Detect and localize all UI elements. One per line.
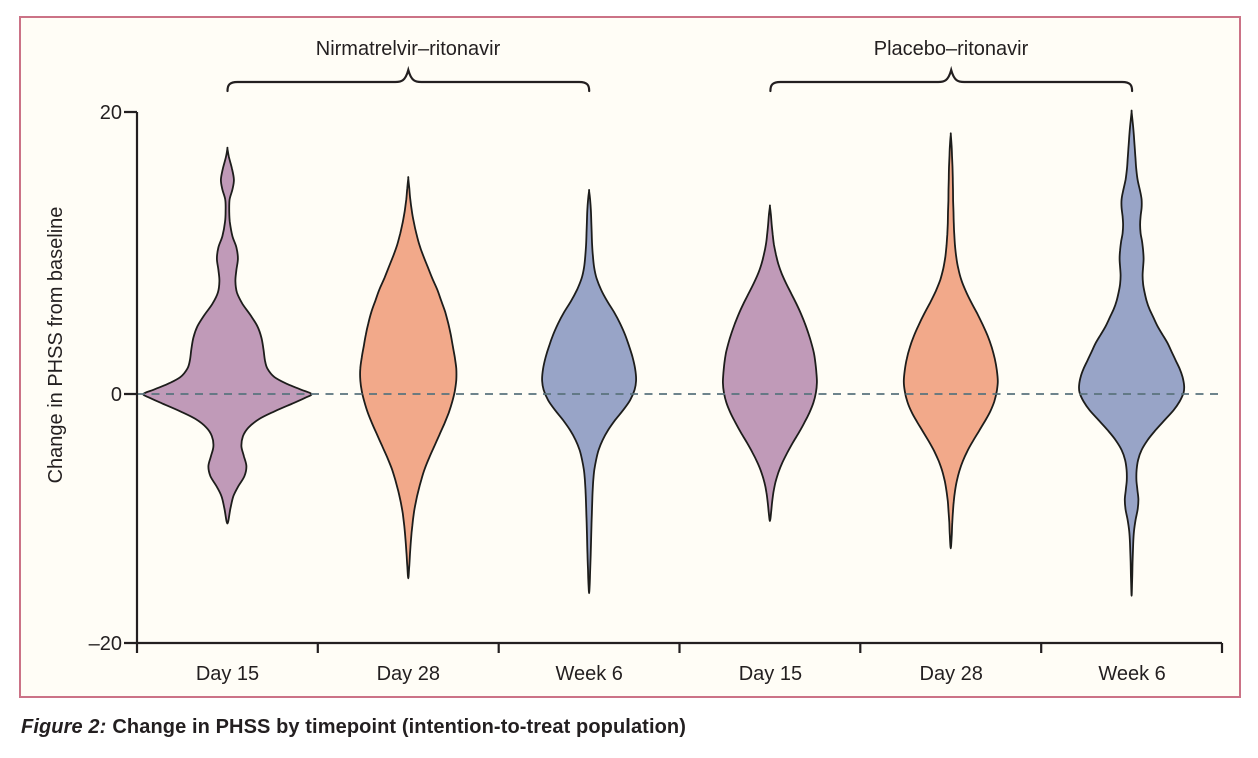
group-brace-placebo (769, 65, 1134, 93)
x-axis-ticks (135, 643, 1224, 653)
figure-caption-prefix: Figure 2: (21, 716, 107, 738)
figure-panel: Nirmatrelvir–ritonavir Placebo–ritonavir… (19, 16, 1241, 698)
group-label-placebo-ritonavir: Placebo–ritonavir (874, 38, 1029, 60)
x-label-nr-week6: Week 6 (555, 663, 622, 685)
group-label-nirmatrelvir-ritonavir: Nirmatrelvir–ritonavir (316, 38, 501, 60)
violin-nirmatrelvir-ritonavir-week6 (541, 188, 638, 595)
group-brace-nirmatrelvir (226, 65, 591, 93)
violin-nirmatrelvir-ritonavir-day15 (142, 146, 313, 525)
x-label-nr-day28: Day 28 (377, 663, 440, 685)
figure-caption: Figure 2: Change in PHSS by timepoint (in… (21, 716, 686, 739)
violin-chart: Nirmatrelvir–ritonavir Placebo–ritonavir… (45, 38, 1224, 685)
y-tick-label-0: 0 (111, 384, 122, 406)
x-label-nr-day15: Day 15 (196, 663, 259, 685)
y-axis-ticks (124, 110, 137, 645)
x-label-p-day15: Day 15 (739, 663, 802, 685)
y-tick-label-20: 20 (100, 102, 122, 124)
x-label-p-day28: Day 28 (920, 663, 983, 685)
y-axis-title: Change in PHSS from baseline (45, 207, 67, 484)
violin-nirmatrelvir-ritonavir-day28 (359, 176, 458, 580)
y-tick-label-neg20: –20 (89, 633, 122, 655)
violin-placebo-ritonavir-day15 (721, 204, 818, 522)
violin-placebo-ritonavir-day28 (902, 132, 999, 550)
violin-placebo-ritonavir-week6 (1078, 109, 1186, 597)
figure-caption-text: Change in PHSS by timepoint (intention-t… (112, 716, 686, 738)
violins-layer (142, 109, 1186, 597)
x-label-p-week6: Week 6 (1098, 663, 1165, 685)
axis-lines (135, 112, 1222, 645)
